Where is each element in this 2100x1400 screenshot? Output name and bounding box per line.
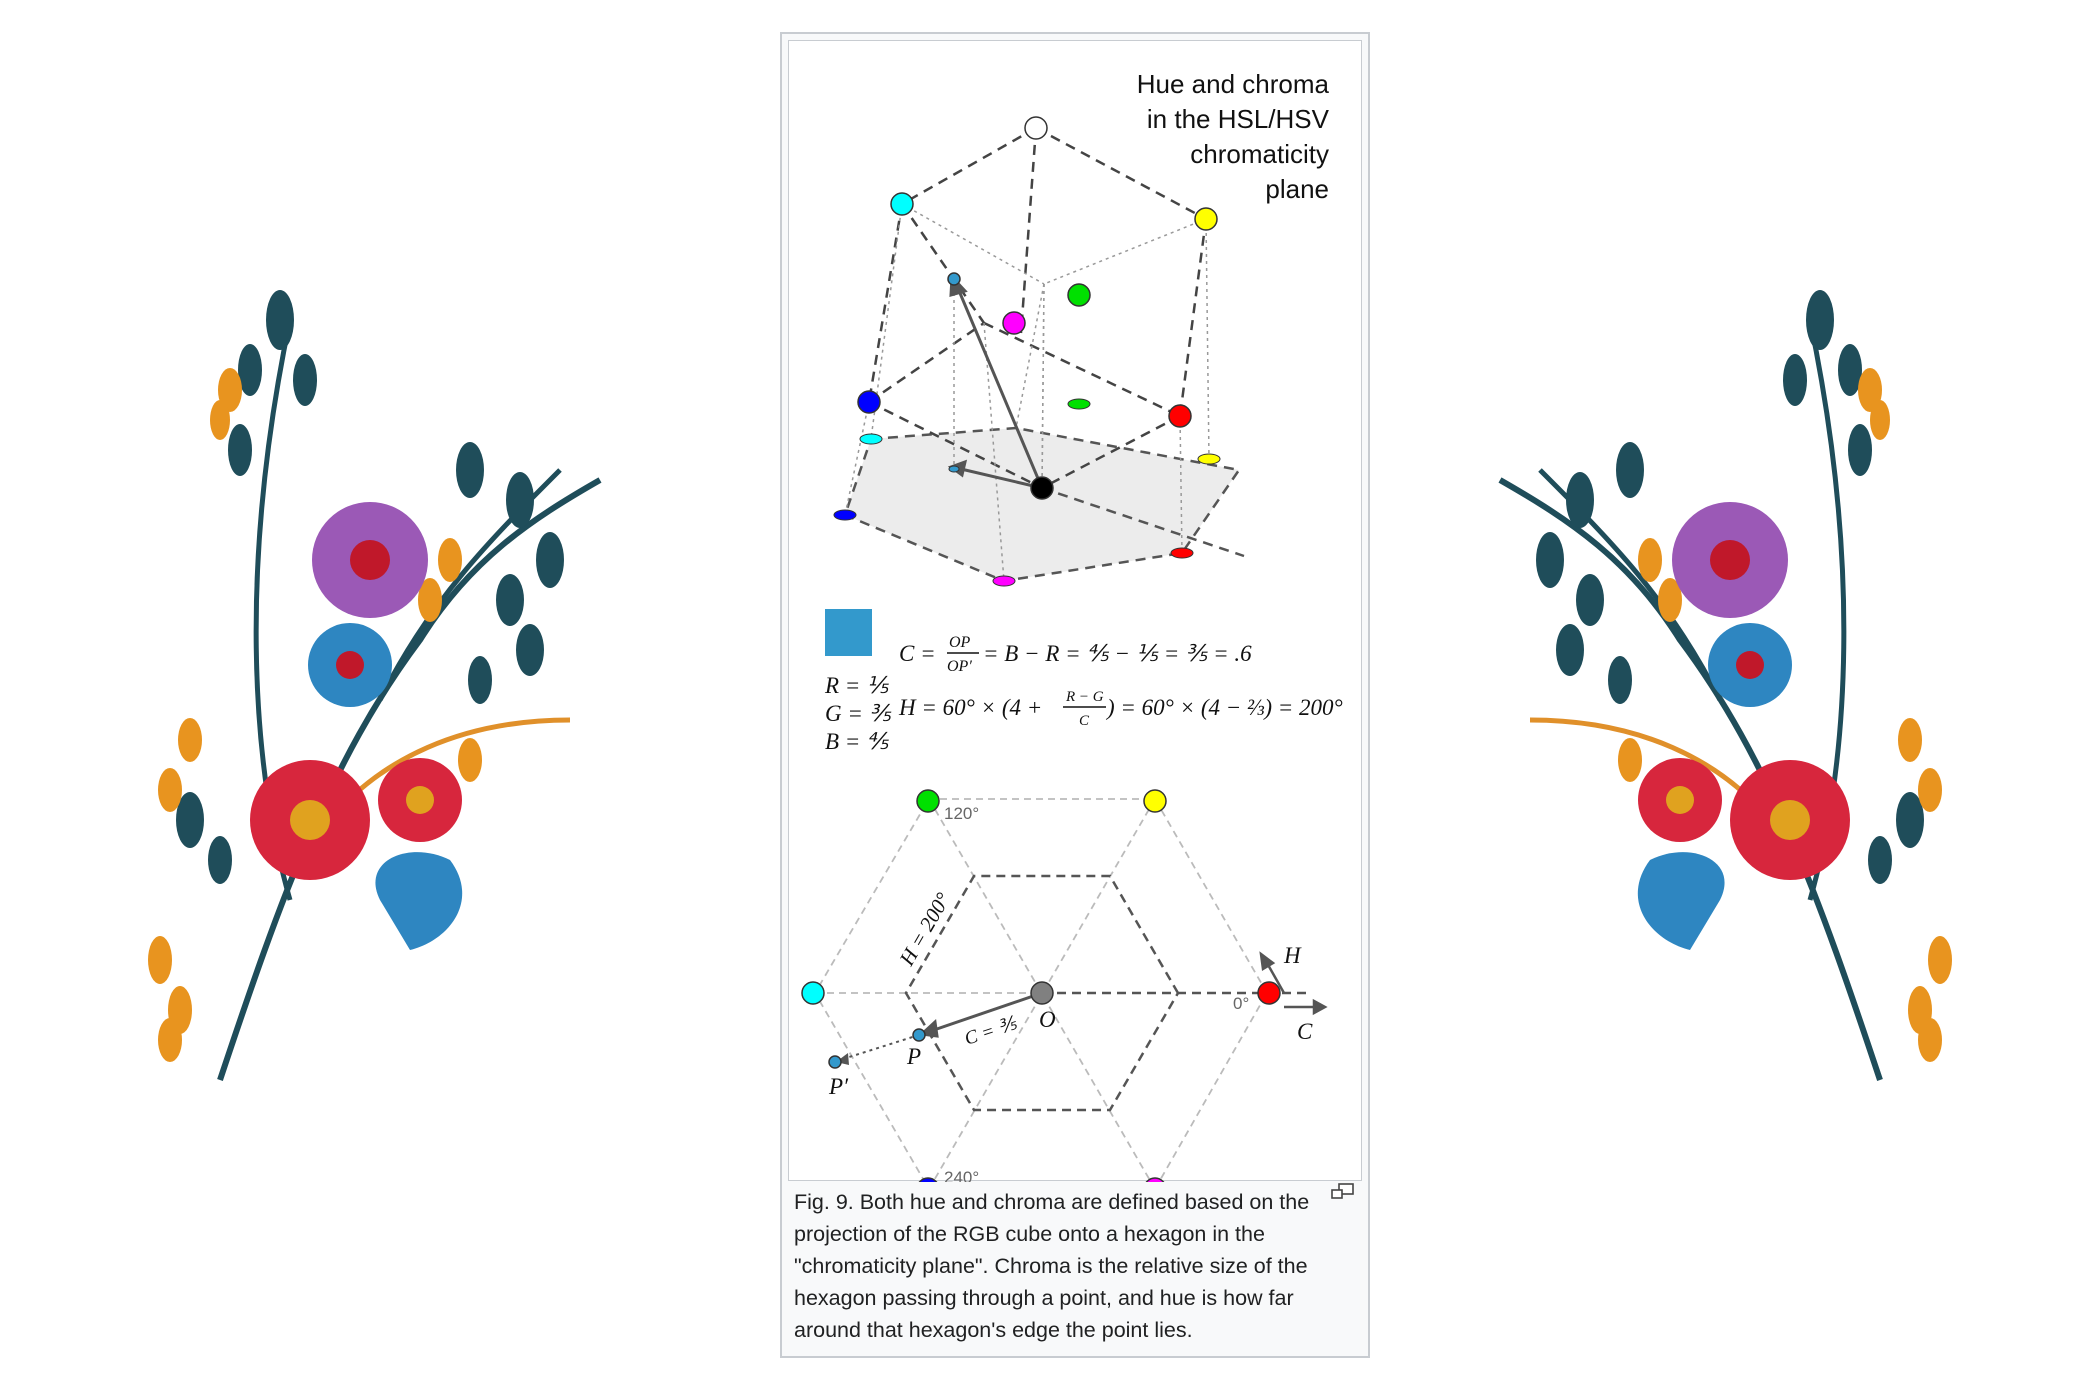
title-line-2: in the HSL/HSV — [1147, 104, 1330, 134]
label-h200: H = 200° — [894, 888, 955, 970]
cyan-vertex — [890, 192, 914, 216]
point-pprime — [828, 1055, 842, 1069]
label-p: P — [906, 1044, 921, 1069]
title-line-3: chromaticity — [1190, 139, 1329, 169]
formula-c-rhs: = B − R = ⅘ − ⅕ = ⅗ = .6 — [983, 641, 1252, 666]
diagram-title: Hue and chroma in the HSL/HSV chromatici… — [1137, 69, 1330, 204]
cube-vertices — [857, 116, 1218, 500]
rgb-cube-edges — [867, 126, 1208, 490]
g-value: G = ⅗ — [825, 701, 892, 726]
hex-cyan — [801, 981, 825, 1005]
label-240: 240° — [944, 1168, 979, 1182]
formula-hue: H = 60° × (4 + R − G C ) = 60° × (4 − ⅔)… — [898, 689, 1343, 729]
floral-decoration-right — [1498, 290, 1952, 1081]
title-line-4: plane — [1265, 174, 1329, 204]
inner-hexagon — [904, 874, 1309, 1112]
color-swatch — [825, 609, 872, 656]
hex-green — [916, 789, 940, 813]
formula-h-num: R − G — [1065, 689, 1104, 705]
formula-chroma: C = OP OP′ = B − R = ⅘ − ⅕ = ⅗ = .6 — [899, 634, 1252, 675]
formula-c-lhs: C = — [899, 641, 936, 666]
angle-labels: 120° 240° 0° — [944, 804, 1249, 1182]
hc-axis-arrows — [1259, 951, 1328, 1016]
hex-blue — [918, 1177, 938, 1182]
projected-vertices — [833, 398, 1221, 587]
chromaticity-plane — [845, 428, 1239, 581]
rgb-values: R = ⅕ G = ⅗ B = ⅘ — [824, 673, 892, 754]
red-vertex — [1168, 404, 1192, 428]
hex-origin — [1030, 981, 1054, 1005]
figure-image[interactable]: Hue and chroma in the HSL/HSV chromatici… — [788, 40, 1362, 1182]
hex-yellow — [1143, 789, 1167, 813]
formula-h-lhs: H = 60° × (4 + — [898, 695, 1042, 720]
formula-h-den: C — [1079, 713, 1090, 729]
r-value: R = ⅕ — [824, 673, 889, 698]
point-vertex — [947, 272, 961, 286]
figure-caption: Fig. 9. Both hue and chroma are defined … — [794, 1190, 1310, 1342]
hexagon-vertices — [801, 789, 1281, 1182]
hue-chroma-diagram: Hue and chroma in the HSL/HSV chromatici… — [801, 69, 1343, 1182]
black-vertex — [1030, 476, 1054, 500]
hex-magenta — [1145, 1177, 1165, 1182]
blue-vertex — [857, 390, 881, 414]
magenta-vertex — [1002, 311, 1026, 335]
figure-thumbnail: Hue and chroma in the HSL/HSV chromatici… — [780, 32, 1370, 1358]
formula-c-den: OP′ — [947, 658, 972, 675]
white-vertex — [1024, 116, 1048, 140]
point-p — [912, 1028, 926, 1042]
b-value: B = ⅘ — [825, 729, 889, 754]
yellow-vertex — [1194, 207, 1218, 231]
formula-c-num: OP — [949, 634, 971, 651]
hex-red — [1257, 981, 1281, 1005]
label-o: O — [1039, 1007, 1056, 1032]
label-c: C — [1297, 1019, 1313, 1044]
label-0: 0° — [1233, 994, 1249, 1013]
formula-h-rhs: ) = 60° × (4 − ⅔) = 200° — [1105, 695, 1343, 720]
magnify-icon[interactable] — [1330, 1182, 1356, 1204]
floral-decoration-left — [148, 290, 602, 1081]
label-pprime: P′ — [828, 1074, 849, 1099]
green-vertex — [1067, 283, 1091, 307]
title-line-1: Hue and chroma — [1137, 69, 1330, 99]
label-h: H — [1283, 943, 1302, 968]
chroma-vector — [918, 991, 1043, 1038]
label-120: 120° — [944, 804, 979, 823]
